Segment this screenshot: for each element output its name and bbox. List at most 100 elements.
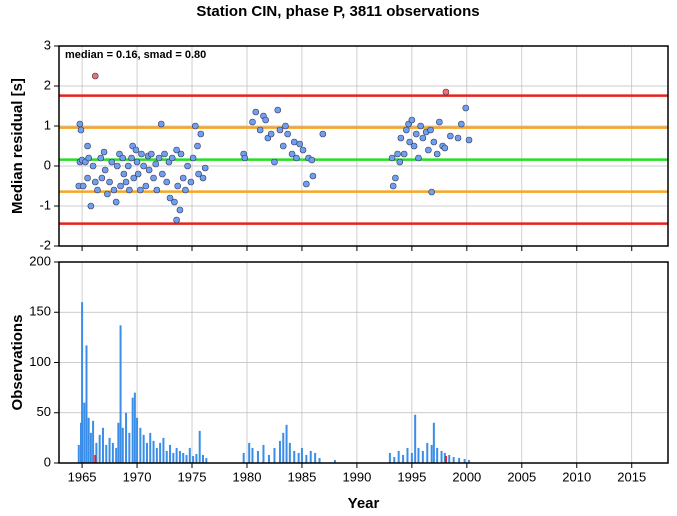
point	[293, 154, 300, 162]
bar	[131, 397, 134, 463]
point	[276, 126, 284, 134]
bar	[188, 447, 191, 463]
point	[84, 174, 91, 182]
point	[388, 154, 396, 162]
point	[396, 158, 404, 166]
bar	[142, 434, 145, 463]
point	[290, 138, 298, 146]
point	[184, 162, 191, 170]
point	[465, 136, 473, 144]
bar	[432, 422, 435, 463]
point	[194, 142, 201, 150]
y-tick-label: -2	[39, 237, 51, 252]
point	[119, 154, 127, 162]
x-tick-label: 1985	[287, 469, 316, 484]
point	[412, 130, 420, 138]
bar	[178, 450, 181, 463]
bar	[309, 450, 312, 463]
bar	[133, 392, 136, 463]
point	[155, 154, 163, 162]
point	[134, 170, 142, 178]
bar	[426, 442, 429, 463]
bar	[402, 454, 405, 463]
y-tick-label: 50	[37, 404, 51, 419]
point	[177, 150, 185, 158]
bar	[393, 456, 396, 463]
point	[108, 158, 116, 166]
point	[120, 170, 128, 178]
y-tick-label: 0	[44, 454, 51, 469]
y-tick-label: 150	[29, 304, 51, 319]
point	[110, 186, 118, 194]
bar	[314, 452, 317, 463]
bar	[169, 444, 172, 463]
bar	[111, 442, 114, 463]
point	[441, 144, 449, 152]
point	[176, 206, 184, 214]
bar	[119, 325, 122, 463]
bar	[185, 454, 188, 463]
y-tick-label: 0	[44, 157, 51, 172]
point	[252, 108, 260, 116]
bar	[397, 450, 400, 463]
bar	[94, 454, 97, 463]
bar	[333, 459, 336, 463]
bar	[278, 440, 281, 463]
bar	[458, 457, 461, 463]
x-tick-label: 1975	[178, 469, 207, 484]
point	[138, 150, 145, 158]
y-tick-label: 1	[44, 117, 51, 132]
point	[195, 170, 202, 178]
point	[201, 164, 209, 172]
bar	[136, 417, 139, 463]
point	[419, 134, 427, 142]
point	[145, 166, 153, 174]
y-axis-label: Observations	[9, 315, 26, 411]
point	[166, 194, 174, 202]
point	[124, 162, 132, 170]
bar	[414, 414, 417, 463]
x-tick-label: 2015	[617, 469, 646, 484]
point	[104, 190, 111, 198]
bar	[172, 452, 175, 463]
bar	[448, 454, 451, 463]
point	[249, 118, 256, 126]
point	[267, 130, 275, 138]
bar	[115, 447, 118, 463]
point	[192, 122, 199, 130]
point	[179, 174, 187, 182]
bar	[152, 440, 155, 463]
point	[130, 174, 138, 182]
plot-frame	[58, 261, 669, 464]
bar	[410, 452, 413, 463]
point	[415, 154, 422, 162]
bar	[202, 454, 205, 463]
y-tick-label: -1	[39, 197, 51, 212]
bar	[285, 424, 288, 463]
point	[182, 186, 189, 194]
bar	[282, 432, 285, 463]
point	[168, 154, 176, 162]
bar	[205, 457, 208, 463]
point	[100, 148, 108, 156]
point	[425, 146, 432, 154]
point	[161, 150, 168, 158]
bar	[452, 456, 455, 463]
bar	[251, 447, 254, 463]
point	[417, 122, 424, 130]
point	[392, 174, 399, 182]
point	[159, 170, 166, 178]
point	[197, 130, 205, 138]
point	[173, 146, 180, 154]
point	[173, 216, 180, 224]
x-tick-label: 1995	[397, 469, 426, 484]
bar	[165, 450, 168, 463]
bar	[89, 432, 92, 463]
point	[98, 174, 106, 182]
point	[274, 106, 282, 114]
point	[91, 178, 99, 186]
point	[410, 142, 418, 150]
point	[94, 186, 101, 194]
x-tick-label: 1980	[233, 469, 262, 484]
point	[256, 126, 264, 134]
